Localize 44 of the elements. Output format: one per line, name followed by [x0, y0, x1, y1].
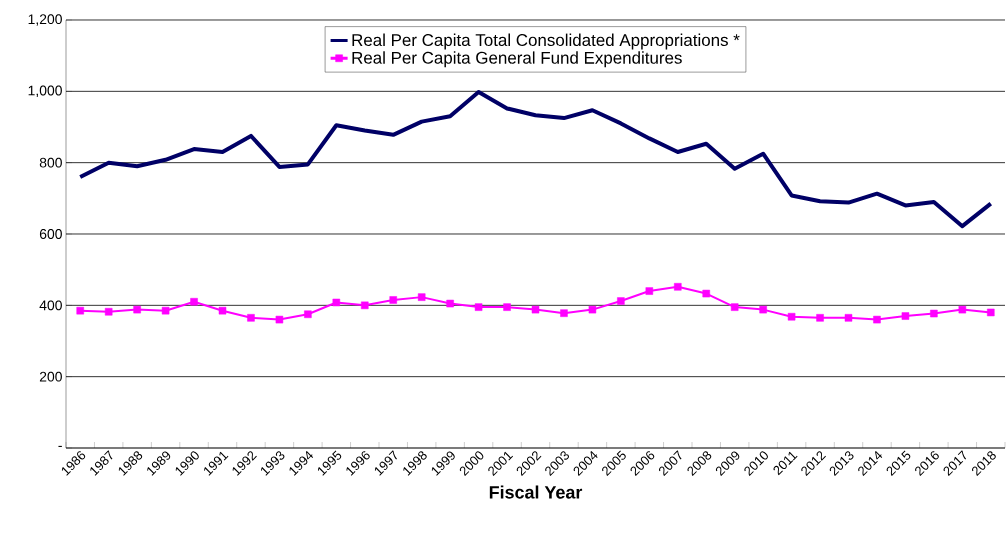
y-tick-label: 600	[39, 229, 62, 239]
point	[161, 306, 170, 315]
point	[76, 306, 84, 315]
point	[247, 314, 255, 322]
point	[560, 309, 568, 317]
point	[446, 299, 454, 308]
point	[816, 314, 824, 322]
point	[218, 306, 227, 315]
point	[759, 305, 767, 314]
point	[275, 315, 284, 324]
y-tick-label: 1,000	[28, 85, 62, 98]
point	[844, 314, 853, 322]
point	[503, 303, 511, 311]
y-tick-label: 800	[39, 157, 62, 168]
legend-label: Real Per Capita General Fund Expenditures	[352, 51, 682, 68]
point	[645, 287, 654, 295]
y-tick-label: 200	[39, 371, 62, 382]
point	[304, 310, 312, 318]
point	[361, 301, 369, 310]
point	[901, 312, 910, 320]
x-axis-title: Fiscal Year	[489, 485, 583, 499]
point	[702, 289, 710, 298]
point	[958, 305, 967, 314]
y-tick-label: 400	[39, 300, 62, 311]
point	[104, 308, 113, 316]
point	[531, 305, 540, 314]
point	[730, 303, 739, 311]
point	[332, 298, 341, 307]
point	[417, 293, 426, 301]
point	[873, 315, 881, 324]
point	[674, 283, 682, 291]
point	[133, 305, 141, 314]
point	[389, 296, 397, 304]
point	[930, 309, 938, 318]
y-tick-label: 1,200	[28, 14, 62, 26]
line-series	[78, 90, 993, 229]
legend-label: Real Per Capita Total Consolidated Appropriations *	[352, 33, 740, 50]
y-tick-label: -	[58, 445, 62, 447]
point	[987, 308, 995, 317]
point	[588, 305, 597, 314]
point	[617, 297, 625, 305]
point	[787, 313, 796, 321]
point	[474, 303, 483, 311]
point	[190, 298, 198, 306]
